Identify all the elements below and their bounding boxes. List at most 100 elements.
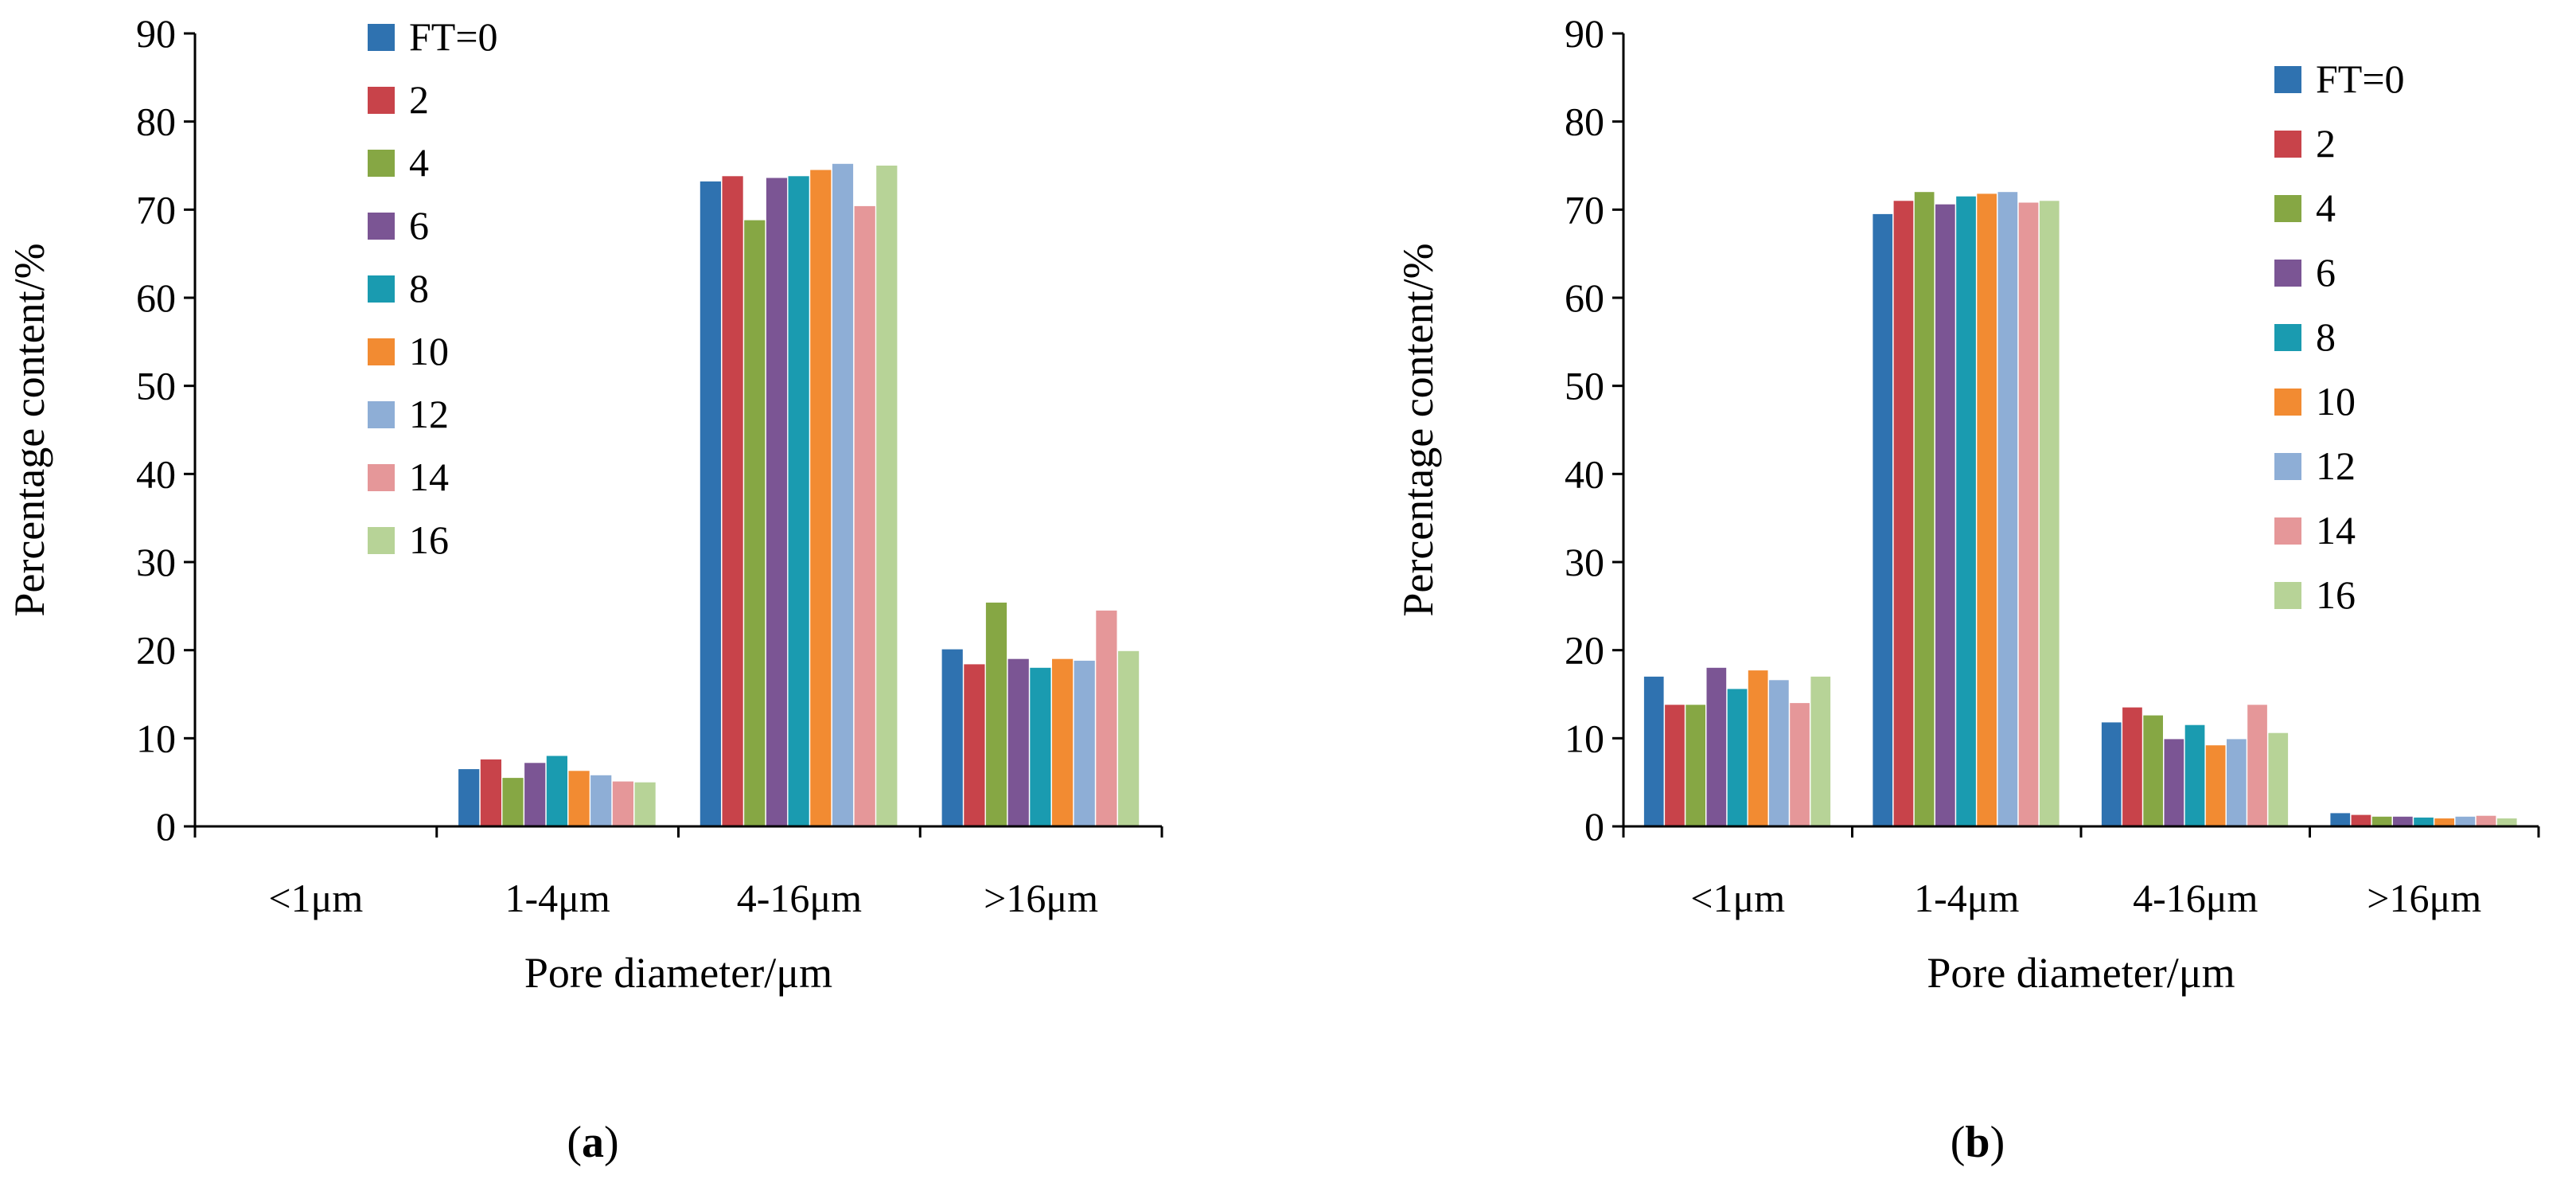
legend-label-b-1: 2 (2316, 121, 2336, 166)
x-tick-label-b-2: 4-16μm (2133, 876, 2258, 920)
bar-b-series-6-cat-3 (2455, 816, 2476, 826)
y-tick-label-b-0: 0 (1584, 804, 1604, 849)
x-tick-label-a-0: <1μm (268, 876, 363, 920)
bar-a-series-8-cat-2 (876, 166, 898, 826)
y-tick-label-a-2: 20 (136, 628, 176, 673)
y-axis-title-b: Percentage content/% (1394, 243, 1442, 616)
bar-b-series-8-cat-0 (1810, 676, 1831, 826)
legend-swatch-a-4 (368, 275, 395, 303)
bar-a-series-6-cat-1 (590, 775, 612, 826)
bar-a-series-5-cat-1 (568, 771, 590, 826)
panel-b: 0 10 20 30 40 50 60 70 80 90 <1μm 1-4μm 4-16μm >16μm P… (1394, 11, 2540, 1167)
legend-swatch-a-3 (368, 213, 395, 240)
legend-label-b-3: 6 (2316, 250, 2336, 295)
legend-label-b-0: FT=0 (2316, 57, 2405, 101)
bar-a-series-0-cat-3 (941, 649, 963, 826)
panel-caption-letter-a: a (582, 1118, 604, 1167)
bar-b-series-3-cat-3 (2393, 816, 2413, 826)
legend-swatch-b-2 (2274, 195, 2301, 222)
legend-label-a-7: 14 (409, 455, 449, 499)
bar-b-series-1-cat-2 (2122, 707, 2142, 826)
legend-swatch-a-8 (368, 527, 395, 554)
legend-swatch-b-6 (2274, 453, 2301, 480)
y-tick-label-b-8: 80 (1565, 100, 1604, 144)
x-tick-label-b-1: 1-4μm (1914, 876, 2019, 920)
bar-b-series-0-cat-0 (1643, 676, 1664, 826)
bar-a-series-6-cat-3 (1074, 660, 1095, 826)
x-tick-label-a-2: 4-16μm (737, 876, 862, 920)
bar-b-series-0-cat-2 (2101, 722, 2122, 826)
bar-a-series-4-cat-2 (788, 176, 809, 827)
legend-swatch-a-0 (368, 24, 395, 51)
bar-a-series-4-cat-3 (1030, 667, 1051, 826)
legend-label-b-4: 8 (2316, 314, 2336, 359)
bar-a-series-4-cat-1 (546, 756, 567, 826)
bar-b-series-1-cat-3 (2351, 814, 2371, 826)
bar-b-series-6-cat-0 (1769, 680, 1789, 826)
legend-label-b-5: 10 (2316, 379, 2356, 424)
panel-caption-a: (a) (567, 1118, 618, 1167)
bar-a-series-3-cat-3 (1007, 658, 1029, 826)
y-tick-label-b-4: 40 (1565, 451, 1604, 496)
legend-label-b-8: 16 (2316, 572, 2356, 617)
bar-b-series-3-cat-2 (2164, 739, 2184, 826)
bar-b-series-4-cat-1 (1956, 196, 1976, 826)
legend-label-a-1: 2 (409, 77, 429, 122)
bar-b-series-5-cat-1 (1977, 193, 1997, 826)
y-tick-label-a-6: 60 (136, 275, 176, 320)
bar-b-series-7-cat-2 (2247, 705, 2267, 826)
bar-b-series-2-cat-3 (2371, 816, 2392, 826)
bar-a-series-6-cat-2 (832, 163, 854, 827)
bar-b-series-3-cat-1 (1935, 204, 1955, 826)
x-tick-label-b-3: >16μm (2367, 876, 2481, 920)
bar-a-series-2-cat-1 (502, 778, 524, 826)
bar-b-series-6-cat-1 (1997, 192, 2018, 826)
y-tick-label-b-5: 50 (1565, 364, 1604, 408)
bar-b-series-2-cat-2 (2143, 715, 2163, 826)
y-tick-label-a-0: 0 (156, 804, 176, 849)
panel-caption-open-b: ( (1951, 1118, 1966, 1167)
bar-a-series-0-cat-2 (700, 181, 721, 826)
bar-b-series-5-cat-2 (2205, 745, 2226, 826)
y-tick-label-b-1: 10 (1565, 716, 1604, 760)
y-tick-label-a-3: 30 (136, 540, 176, 584)
bar-a-series-1-cat-3 (964, 664, 985, 826)
legend-label-a-8: 16 (409, 517, 449, 562)
legend-a: FT=0 2 4 6 8 10 12 14 16 (368, 14, 498, 562)
y-tick-label-b-3: 30 (1565, 540, 1604, 584)
panel-a: 0 10 20 30 40 50 60 70 80 90 <1μm 1-4μm 4-16μm >16μm P… (6, 11, 1163, 1167)
bar-a-series-1-cat-1 (480, 759, 501, 826)
y-axis-title-a: Percentage content/% (6, 243, 53, 616)
legend-swatch-b-0 (2274, 66, 2301, 93)
legend-swatch-a-6 (368, 401, 395, 428)
bar-b-series-5-cat-3 (2434, 818, 2454, 826)
bar-a-series-2-cat-3 (985, 602, 1007, 826)
bar-b-series-8-cat-2 (2268, 732, 2289, 826)
y-tick-label-a-7: 70 (136, 187, 176, 232)
x-tick-label-b-0: <1μm (1690, 876, 1785, 920)
bar-a-series-3-cat-1 (524, 763, 546, 826)
y-tick-label-a-8: 80 (136, 100, 176, 144)
x-tick-label-a-3: >16μm (984, 876, 1098, 920)
y-tick-label-a-5: 50 (136, 364, 176, 408)
bar-b-series-7-cat-3 (2476, 815, 2496, 826)
legend-swatch-b-3 (2274, 260, 2301, 287)
panel-caption-b: (b) (1951, 1118, 2005, 1167)
x-axis-title-b: Pore diameter/μm (1927, 949, 2235, 997)
bar-a-series-8-cat-1 (634, 782, 656, 826)
legend-swatch-a-5 (368, 338, 395, 365)
bar-a-series-7-cat-1 (612, 781, 633, 826)
bar-b-series-7-cat-1 (2018, 202, 2039, 826)
legend-label-a-3: 6 (409, 203, 429, 248)
legend-swatch-a-1 (368, 87, 395, 114)
panel-caption-close-b: ) (1990, 1118, 2005, 1167)
legend-swatch-a-7 (368, 464, 395, 491)
legend-swatch-b-8 (2274, 582, 2301, 609)
bar-b-series-0-cat-3 (2330, 813, 2351, 826)
legend-label-b-7: 14 (2316, 508, 2356, 553)
bar-a-series-2-cat-2 (744, 220, 766, 827)
panel-caption-letter-b: b (1965, 1118, 1989, 1167)
bar-b-series-6-cat-2 (2227, 739, 2247, 826)
